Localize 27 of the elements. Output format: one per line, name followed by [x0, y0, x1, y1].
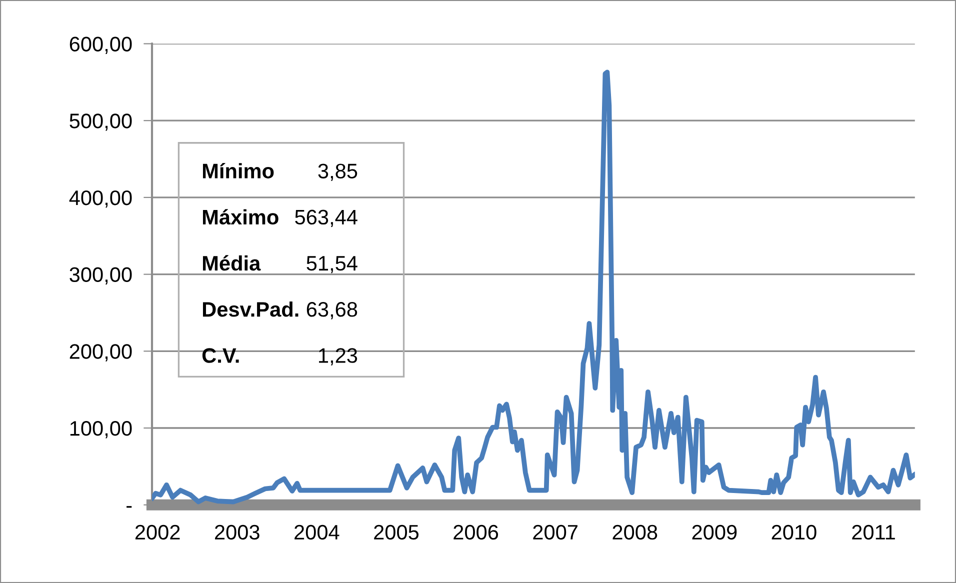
annotation: Média	[202, 255, 261, 271]
y-tick-label: 600,00	[70, 36, 132, 54]
annotation: 63,68	[306, 302, 358, 320]
x-tick-label: 2010	[772, 524, 816, 540]
x-tick-label: 2003	[215, 524, 260, 540]
y-tick-label: 200,00	[70, 344, 132, 362]
annotation: 1,23	[319, 348, 358, 366]
y-tick-label: 500,00	[70, 114, 132, 131]
annotation: 563,44	[295, 210, 358, 228]
y-tick-label: -	[126, 506, 132, 508]
x-tick-label: 2004	[294, 524, 340, 540]
annotation: Desv.Pad.	[202, 301, 298, 317]
x-tick-label: 2009	[692, 524, 737, 540]
y-tick-label: 100,00	[70, 421, 132, 438]
x-tick-label: 2005	[374, 524, 419, 540]
annotation: Mínimo	[202, 162, 274, 178]
y-tick-label: 300,00	[70, 267, 132, 285]
annotation: C.V.	[202, 348, 239, 363]
x-tick-label: 2008	[612, 524, 658, 540]
x-tick-label: 2002	[135, 524, 180, 540]
y-tick-label: 400,00	[69, 190, 132, 208]
x-tick-label: 2011	[852, 524, 895, 540]
x-tick-label: 2006	[454, 524, 498, 540]
annotation: 3,85	[318, 164, 358, 181]
annotation: 51,54	[306, 256, 358, 274]
annotation: Máximo	[202, 209, 278, 225]
x-tick-label: 2007	[533, 524, 578, 540]
